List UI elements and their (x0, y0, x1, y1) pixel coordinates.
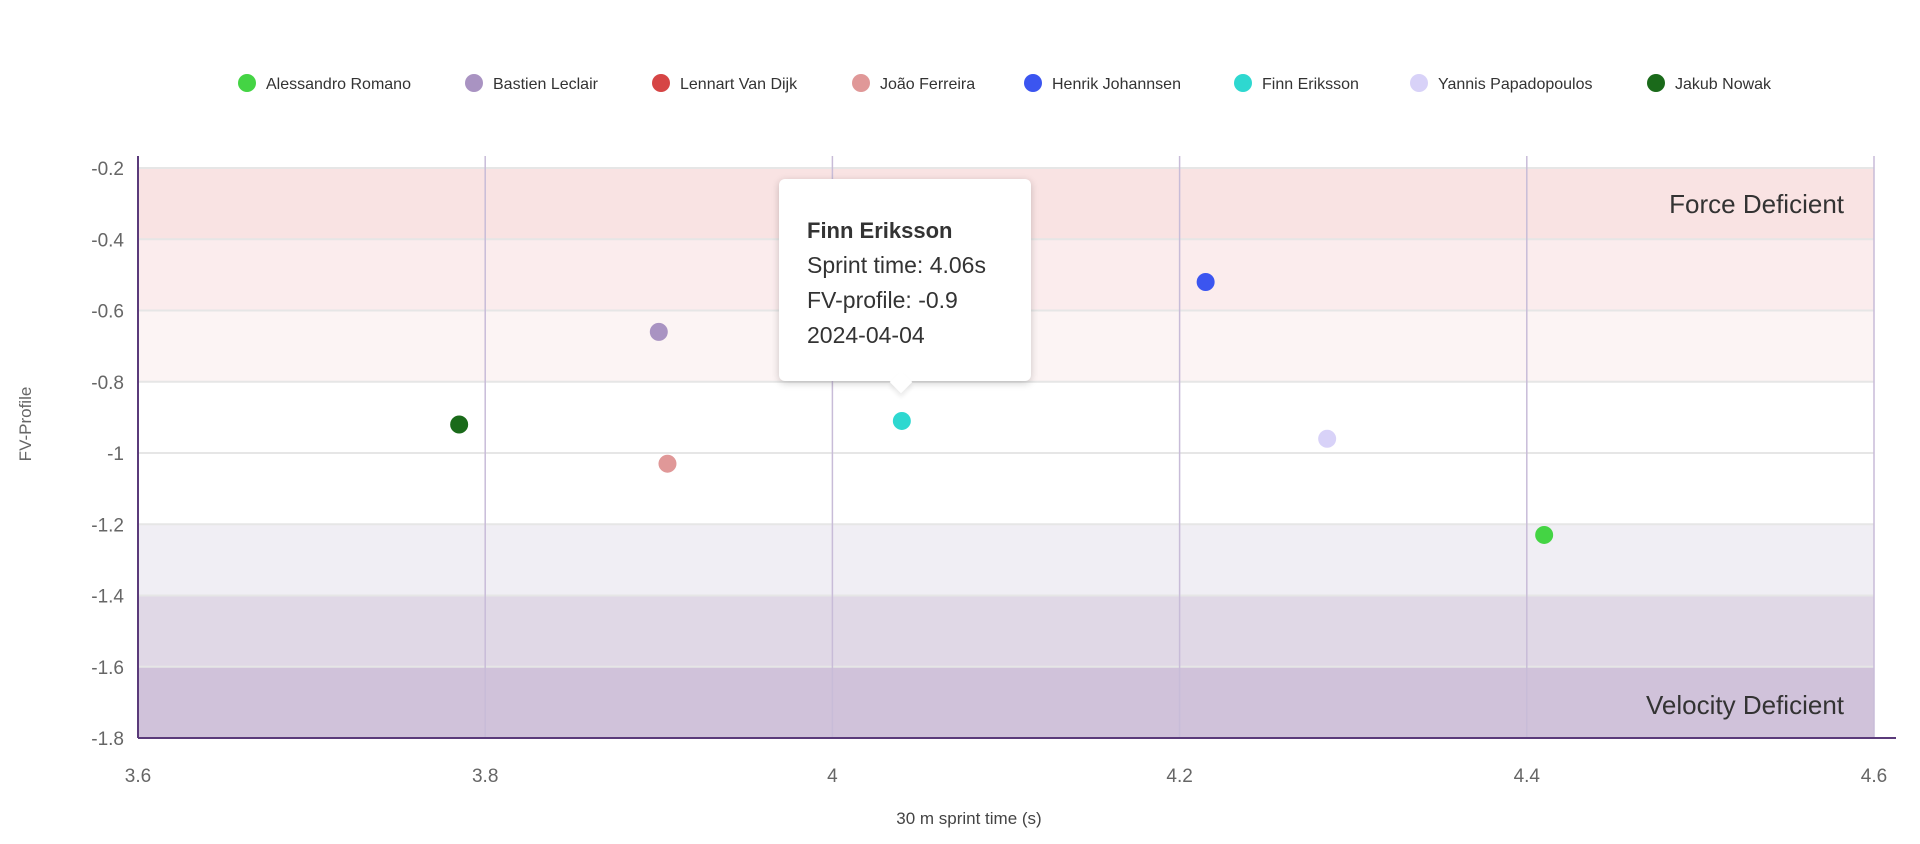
legend-item[interactable]: Finn Eriksson (1234, 74, 1359, 93)
data-point[interactable] (658, 454, 677, 473)
data-point[interactable] (1535, 525, 1554, 544)
annotation-force-deficient: Force Deficient (1669, 189, 1845, 219)
legend-label: João Ferreira (880, 76, 975, 93)
legend-marker (1234, 74, 1252, 92)
data-point[interactable] (1196, 273, 1215, 291)
y-tick-label: -1.4 (91, 587, 124, 608)
legend-item[interactable]: Jakub Nowak (1647, 74, 1772, 93)
y-tick-label: -0.6 (91, 302, 124, 323)
legend-item[interactable]: Lennart Van Dijk (652, 74, 798, 93)
y-axis-label: FV-Profile (16, 387, 35, 462)
band-4 (138, 595, 1874, 667)
tooltip-sprint-time: Sprint time: 4.06s (807, 252, 986, 278)
tooltip-date: 2024-04-04 (807, 322, 925, 348)
band-5 (138, 666, 1874, 738)
legend-label: Jakub Nowak (1675, 76, 1772, 93)
legend-marker (652, 74, 670, 92)
y-tick-label: -0.4 (91, 230, 124, 251)
legend-item[interactable]: Alessandro Romano (238, 74, 411, 93)
annotation-velocity-deficient: Velocity Deficient (1646, 690, 1845, 720)
legend-item[interactable]: Henrik Johannsen (1024, 74, 1181, 93)
y-tick-label: -0.8 (91, 373, 124, 394)
y-tick-label: -1 (107, 444, 124, 465)
legend-label: Bastien Leclair (493, 76, 599, 93)
legend-marker (1410, 74, 1428, 92)
points (450, 273, 1554, 544)
legend-label: Henrik Johannsen (1052, 76, 1181, 93)
x-tick-label: 4.6 (1861, 766, 1887, 787)
data-point[interactable] (892, 411, 911, 430)
x-tick-label: 4.4 (1514, 766, 1541, 787)
x-tick-label: 3.6 (125, 766, 151, 787)
legend-item[interactable]: Bastien Leclair (465, 74, 599, 93)
y-tick-label: -1.2 (91, 515, 124, 536)
tooltip: Finn Eriksson Sprint time: 4.06s FV-prof… (779, 179, 1031, 381)
y-tick-label: -0.2 (91, 159, 124, 180)
legend-label: Lennart Van Dijk (680, 76, 798, 93)
legend-label: Finn Eriksson (1262, 76, 1359, 93)
legend-label: Yannis Papadopoulos (1438, 76, 1593, 93)
data-point[interactable] (1318, 429, 1337, 448)
legend-item[interactable]: Yannis Papadopoulos (1410, 74, 1593, 93)
legend-marker (852, 74, 870, 92)
data-point[interactable] (649, 322, 668, 341)
x-tick-label: 4 (827, 766, 838, 787)
tooltip-fv-profile: FV-profile: -0.9 (807, 287, 958, 313)
legend-label: Alessandro Romano (266, 76, 411, 93)
y-tick-label: -1.6 (91, 658, 124, 679)
legend-item[interactable]: João Ferreira (852, 74, 975, 93)
legend-marker (1647, 74, 1665, 92)
legend-marker (1024, 74, 1042, 92)
axes: -0.2 -0.4 -0.6 -0.8 -1 -1.2 -1.4 -1.6 -1.83.6 3.8… (91, 156, 1896, 787)
x-tick-label: 4.2 (1166, 766, 1192, 787)
bands (138, 168, 1874, 738)
x-tick-label: 3.8 (472, 766, 498, 787)
x-axis-label: 30 m sprint time (s) (896, 809, 1041, 828)
tooltip-title: Finn Eriksson (807, 218, 953, 243)
legend-marker (238, 74, 256, 92)
y-tick-label: -1.8 (91, 729, 124, 750)
data-point[interactable] (450, 415, 469, 434)
legend-marker (465, 74, 483, 92)
legend: Alessandro Romano Bastien Leclair Lennart … (238, 74, 1772, 93)
band-3 (138, 524, 1874, 596)
